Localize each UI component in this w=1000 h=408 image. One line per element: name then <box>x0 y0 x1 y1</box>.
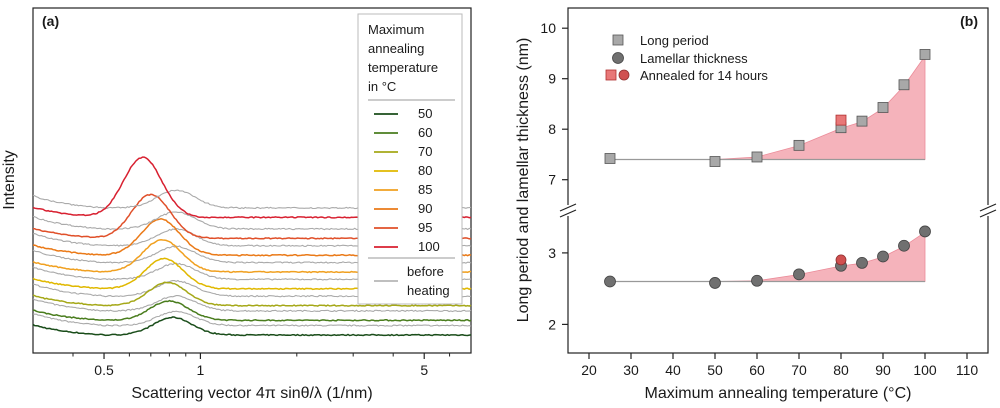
legend-label-85: 85 <box>418 182 432 197</box>
long-period-point-60 <box>751 151 763 163</box>
long-period-point-100 <box>919 49 931 60</box>
panel-b-x-tick-label-7: 90 <box>875 362 891 378</box>
axis-break-right <box>979 203 997 218</box>
lamellar-point-25 <box>604 275 616 288</box>
lamellar-point-60 <box>751 274 763 287</box>
panel-b: (b) 20 30 40 50 60 70 80 90 100 110 7 8 9 10 2 3 Maxim… <box>515 7 997 402</box>
panel-b-x-tick-label-6: 80 <box>833 362 849 378</box>
panel-a: (a) 0.5 1 5 Scattering vector 4π sinθ/λ (1… <box>1 7 472 402</box>
panel-b-label: (b) <box>960 13 978 29</box>
reference-curve-60 <box>32 295 472 313</box>
panel-b-x-tick-label-5: 70 <box>791 362 807 378</box>
axis-break-left <box>559 203 577 218</box>
panel-a-legend-box <box>357 13 463 305</box>
lamellar-point-90 <box>877 250 889 263</box>
long-period-point-70 <box>793 139 805 151</box>
panel-a-y-axis-label: Intensity <box>1 150 18 210</box>
panel-b-y-tick-label-upper-0: 7 <box>548 172 556 188</box>
panel-b-y-tick-label-lower-0: 2 <box>548 316 556 332</box>
panel-a-frame <box>32 7 472 354</box>
legend-label-50: 50 <box>418 106 432 121</box>
panel-a-label: (a) <box>42 13 59 29</box>
panel-b-y-ticks: 7 8 9 10 2 3 <box>540 20 568 332</box>
panel-b-x-tick-label-3: 50 <box>707 362 723 378</box>
panel-b-x-ticks: 20 30 40 50 60 70 80 90 100 110 <box>581 353 978 378</box>
legend-lamellar-label: Lamellar thickness <box>640 51 748 66</box>
panel-b-x-tick-label-2: 40 <box>665 362 681 378</box>
annealed-long-period-point <box>835 114 847 126</box>
series-curve-70 <box>32 281 472 307</box>
annealed-lamellar-point <box>835 254 847 266</box>
panel-b-legend: Long period Lamellar thickness Annealed … <box>605 33 768 83</box>
panel-a-x-tick-label-0: 0.5 <box>94 362 114 378</box>
legend-annealed-square-marker <box>605 69 617 81</box>
panel-b-x-tick-label-1: 30 <box>623 362 639 378</box>
panel-b-x-tick-label-8: 100 <box>913 362 937 378</box>
lamellar-point-85 <box>856 257 868 269</box>
long-period-point-85 <box>856 115 868 127</box>
legend-lamellar-marker <box>612 52 624 64</box>
legend-title-line-1: Maximum <box>368 22 424 37</box>
panel-b-y-tick-label-lower-1: 3 <box>548 245 556 261</box>
legend-label-70: 70 <box>418 144 432 159</box>
legend-reference-line-2: heating <box>407 283 450 298</box>
long-period-point-90 <box>877 102 889 113</box>
legend-title-line-4: in °C <box>368 79 396 94</box>
lamellar-point-95 <box>898 239 910 252</box>
legend-reference-line-1: before <box>407 264 444 279</box>
legend-long-period-marker <box>612 34 624 46</box>
lamellar-point-70 <box>793 268 805 281</box>
long-period-point-95 <box>898 79 910 91</box>
legend-title-line-2: annealing <box>368 41 424 56</box>
panel-b-y-tick-label-upper-3: 10 <box>540 20 556 36</box>
long-period-point-50 <box>709 156 721 167</box>
panel-b-baselines <box>610 158 925 283</box>
legend-label-60: 60 <box>418 125 432 140</box>
panel-b-x-tick-label-0: 20 <box>581 362 597 378</box>
legend-label-80: 80 <box>418 163 432 178</box>
legend-annealed-label: Annealed for 14 hours <box>640 68 768 83</box>
panel-a-legend-entries: 50 60 70 80 85 90 95 100 <box>374 106 440 254</box>
long-period-point-25 <box>604 153 616 164</box>
panel-a-legend: Maximum annealing temperature in °C 50 60… <box>357 13 463 305</box>
lamellar-point-50 <box>709 277 721 289</box>
panel-a-x-ticks: 0.5 1 5 <box>72 353 451 378</box>
legend-title-line-3: temperature <box>368 60 438 75</box>
panel-a-x-axis-label: Scattering vector 4π sinθ/λ (1/nm) <box>131 385 372 402</box>
lamellar-point-100 <box>919 225 931 238</box>
legend-long-period-label: Long period <box>640 33 709 48</box>
legend-label-95: 95 <box>418 220 432 235</box>
panel-b-y-tick-label-upper-1: 8 <box>548 121 556 137</box>
legend-label-90: 90 <box>418 201 432 216</box>
panel-a-x-tick-label-2: 5 <box>420 362 428 378</box>
panel-b-shading <box>714 54 926 282</box>
panel-b-x-tick-label-9: 110 <box>956 362 979 378</box>
panel-b-points <box>604 49 931 289</box>
legend-annealed-circle-marker <box>618 69 630 81</box>
legend-label-100: 100 <box>418 239 440 254</box>
panel-b-frame <box>567 7 989 354</box>
panel-b-x-tick-label-4: 60 <box>749 362 765 378</box>
panel-b-y-tick-label-upper-2: 9 <box>548 71 556 87</box>
panel-b-x-axis-label: Maximum annealing temperature (°C) <box>645 385 912 402</box>
panel-b-y-axis-label: Long period and lamellar thickness (nm) <box>515 38 532 323</box>
shade-lamellar <box>714 231 926 282</box>
reference-curve-50 <box>32 310 472 327</box>
series-curve-50 <box>32 316 472 337</box>
series-curve-60 <box>32 299 472 322</box>
panel-a-x-tick-label-1: 1 <box>197 362 205 378</box>
shade-long-period <box>714 54 926 160</box>
